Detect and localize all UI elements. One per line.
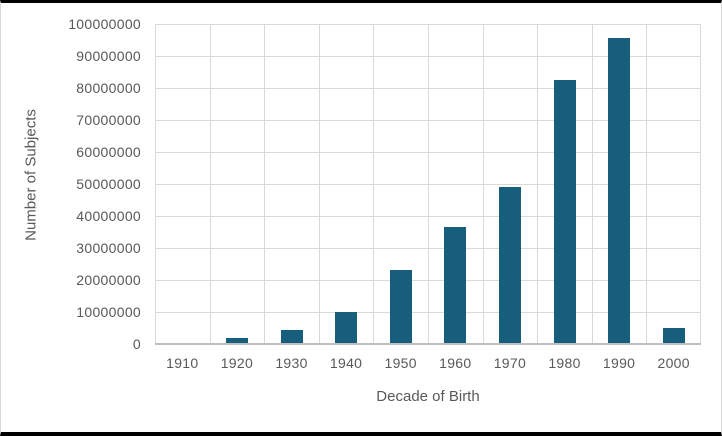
vertical-gridline: [428, 24, 429, 344]
vertical-gridline: [210, 24, 211, 344]
plot-area: [155, 23, 701, 345]
y-tick-label: 50000000: [76, 176, 141, 192]
bar-1920: [225, 337, 248, 344]
vertical-gridline: [264, 24, 265, 344]
bar-1930: [280, 329, 303, 344]
x-axis-line: [155, 343, 701, 345]
x-tick-label: 1970: [493, 355, 527, 371]
vertical-gridline: [155, 24, 156, 344]
x-tick-label: 1930: [275, 355, 308, 371]
x-tick-label: 1910: [166, 355, 199, 371]
x-tick-label: 1960: [439, 355, 472, 371]
y-tick-label: 90000000: [76, 48, 141, 64]
x-tick-label: 1980: [548, 355, 581, 371]
bar-1970: [498, 187, 521, 344]
y-tick-label: 30000000: [76, 240, 141, 256]
bar-1980: [553, 80, 576, 344]
y-tick-label: 60000000: [76, 144, 141, 160]
bar-1960: [444, 227, 467, 344]
y-tick-label: 70000000: [76, 112, 141, 128]
vertical-gridline: [592, 24, 593, 344]
vertical-gridline: [700, 24, 701, 344]
y-tick-label: 0: [132, 336, 141, 352]
x-tick-label: 1990: [602, 355, 636, 371]
y-tick-label: 100000000: [68, 16, 141, 32]
vertical-gridline: [646, 24, 647, 344]
y-tick-label: 20000000: [76, 272, 141, 288]
bar-1990: [608, 38, 631, 344]
y-tick-label: 10000000: [76, 304, 141, 320]
bar-2000: [662, 328, 685, 344]
x-tick-label: 1940: [329, 355, 363, 371]
x-axis-title: Decade of Birth: [376, 388, 480, 405]
bar-1950: [389, 270, 412, 344]
y-tick-label: 80000000: [76, 80, 141, 96]
y-tick-label: 40000000: [76, 208, 141, 224]
x-tick-label: 1950: [384, 355, 417, 371]
vertical-gridline: [483, 24, 484, 344]
vertical-gridline: [319, 24, 320, 344]
x-tick-label: 1920: [220, 355, 254, 371]
x-tick-label: 2000: [657, 355, 690, 371]
vertical-gridline: [537, 24, 538, 344]
bar-1940: [335, 312, 358, 344]
vertical-gridline: [373, 24, 374, 344]
